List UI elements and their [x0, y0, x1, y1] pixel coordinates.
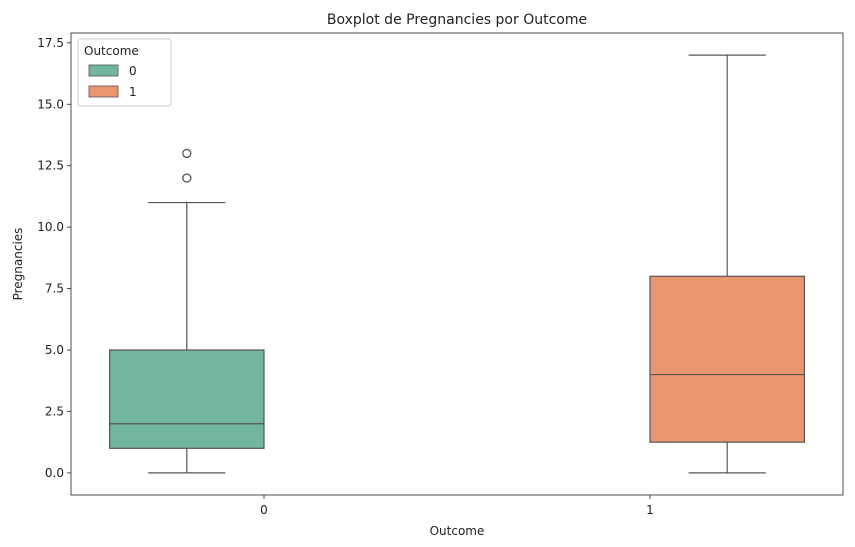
legend-label-1: 1 [129, 85, 137, 99]
legend-swatch-1 [88, 85, 119, 98]
x-tick-label: 0 [260, 503, 268, 517]
chart-title: Boxplot de Pregnancies por Outcome [327, 12, 587, 28]
y-tick-label: 15.0 [37, 97, 64, 111]
y-tick-label: 2.5 [45, 404, 64, 418]
legend-label-0: 0 [129, 64, 137, 78]
legend: Outcome 0 1 [77, 38, 172, 107]
y-axis: 0.0 2.5 5.0 7.5 10.0 12.5 15.0 17.5 [37, 36, 71, 480]
y-tick-label: 10.0 [37, 220, 64, 234]
y-tick-label: 7.5 [45, 282, 64, 296]
y-tick-label: 17.5 [37, 36, 64, 50]
x-tick-label: 1 [646, 503, 654, 517]
x-axis-title: Outcome [430, 524, 485, 538]
boxes [108, 54, 805, 474]
box-group-0 [108, 148, 265, 474]
y-tick-label: 5.0 [45, 343, 64, 357]
y-tick-label: 12.5 [37, 159, 64, 173]
plot-area [70, 32, 844, 496]
box-group-1 [649, 54, 805, 474]
outlier-point [182, 173, 192, 183]
box-iqr [108, 349, 265, 449]
outlier-point [182, 148, 192, 159]
legend-swatch-0 [88, 64, 119, 77]
y-axis-title: Pregnancies [11, 228, 25, 301]
y-tick-label: 0.0 [45, 466, 64, 480]
box-iqr [649, 275, 805, 443]
legend-title: Outcome [84, 44, 139, 58]
